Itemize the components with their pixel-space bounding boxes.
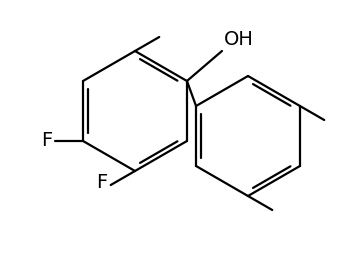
Text: OH: OH <box>224 30 254 49</box>
Text: F: F <box>41 131 52 151</box>
Text: F: F <box>96 173 108 193</box>
